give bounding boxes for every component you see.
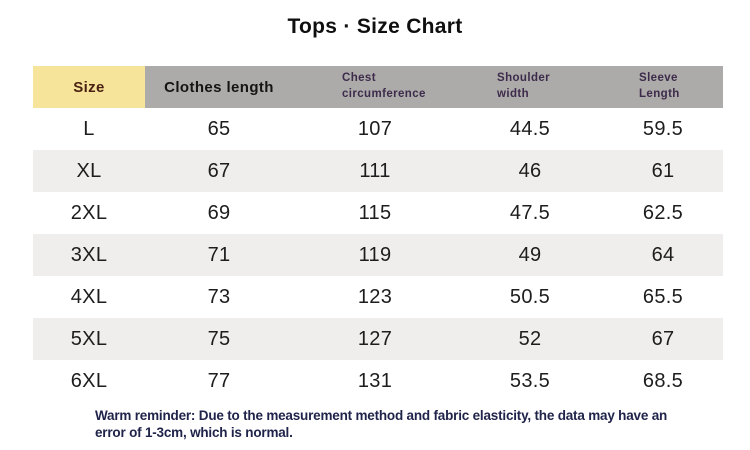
value-cell: 52 bbox=[518, 327, 542, 350]
table-row: XL 67 111 46 61 bbox=[33, 150, 723, 192]
header-label: Sleeve bbox=[639, 72, 678, 85]
header-cell-size: Size bbox=[33, 66, 145, 108]
value-cell: 115 bbox=[358, 201, 392, 224]
table-row: 4XL 73 123 50.5 65.5 bbox=[33, 276, 723, 318]
value-cell: 64 bbox=[651, 243, 675, 266]
value-cell: 69 bbox=[207, 201, 231, 224]
value-cell: 62.5 bbox=[642, 201, 684, 224]
header-label-line2: Length bbox=[639, 88, 680, 100]
table-row: 5XL 75 127 52 67 bbox=[33, 318, 723, 360]
table-row: 3XL 71 119 49 64 bbox=[33, 234, 723, 276]
value-cell: 67 bbox=[207, 159, 231, 182]
value-cell: 68.5 bbox=[642, 369, 684, 392]
size-cell: 4XL bbox=[70, 285, 108, 308]
header-label-line2: circumference bbox=[342, 88, 426, 100]
value-cell: 61 bbox=[651, 159, 675, 182]
header-cell-sleeve-length: Sleeve Length bbox=[603, 66, 723, 108]
warm-reminder-note: Warm reminder: Due to the measurement me… bbox=[95, 408, 668, 440]
value-cell: 77 bbox=[207, 369, 231, 392]
size-cell: 2XL bbox=[70, 201, 108, 224]
value-cell: 73 bbox=[207, 285, 231, 308]
size-chart-table: Size Clothes length Chest circumference … bbox=[33, 66, 723, 402]
value-cell: 67 bbox=[651, 327, 675, 350]
header-label: Size bbox=[73, 78, 105, 96]
header-label: Shoulder bbox=[497, 72, 551, 85]
size-cell: 3XL bbox=[70, 243, 108, 266]
value-cell: 107 bbox=[357, 117, 393, 140]
header-cell-chest-circumference: Chest circumference bbox=[293, 66, 457, 108]
table-row: L 65 107 44.5 59.5 bbox=[33, 108, 723, 150]
value-cell: 65 bbox=[207, 117, 231, 140]
value-cell: 53.5 bbox=[509, 369, 551, 392]
value-cell: 127 bbox=[357, 327, 393, 350]
value-cell: 131 bbox=[357, 369, 393, 392]
table-row: 6XL 77 131 53.5 68.5 bbox=[33, 360, 723, 402]
value-cell: 50.5 bbox=[509, 285, 551, 308]
table-header: Size Clothes length Chest circumference … bbox=[33, 66, 723, 108]
table-body: L 65 107 44.5 59.5 XL 67 111 46 61 2XL 69 115 47.5 62.… bbox=[33, 108, 723, 402]
value-cell: 44.5 bbox=[509, 117, 551, 140]
value-cell: 46 bbox=[518, 159, 542, 182]
value-cell: 123 bbox=[357, 285, 393, 308]
header-label: Clothes length bbox=[164, 78, 274, 96]
value-cell: 75 bbox=[207, 327, 231, 350]
header-label: Chest bbox=[342, 72, 376, 85]
table-row: 2XL 69 115 47.5 62.5 bbox=[33, 192, 723, 234]
header-cell-shoulder-width: Shoulder width bbox=[457, 66, 603, 108]
value-cell: 49 bbox=[518, 243, 542, 266]
header-label-line2: width bbox=[497, 88, 530, 100]
size-cell: L bbox=[83, 117, 95, 140]
header-cell-clothes-length: Clothes length bbox=[145, 66, 293, 108]
value-cell: 59.5 bbox=[642, 117, 684, 140]
value-cell: 65.5 bbox=[642, 285, 684, 308]
size-cell: 6XL bbox=[70, 369, 108, 392]
size-cell: 5XL bbox=[70, 327, 108, 350]
page-title: Tops · Size Chart bbox=[287, 15, 463, 38]
value-cell: 47.5 bbox=[509, 201, 551, 224]
value-cell: 71 bbox=[207, 243, 231, 266]
value-cell: 111 bbox=[359, 159, 391, 182]
value-cell: 119 bbox=[358, 243, 392, 266]
size-cell: XL bbox=[76, 159, 102, 182]
